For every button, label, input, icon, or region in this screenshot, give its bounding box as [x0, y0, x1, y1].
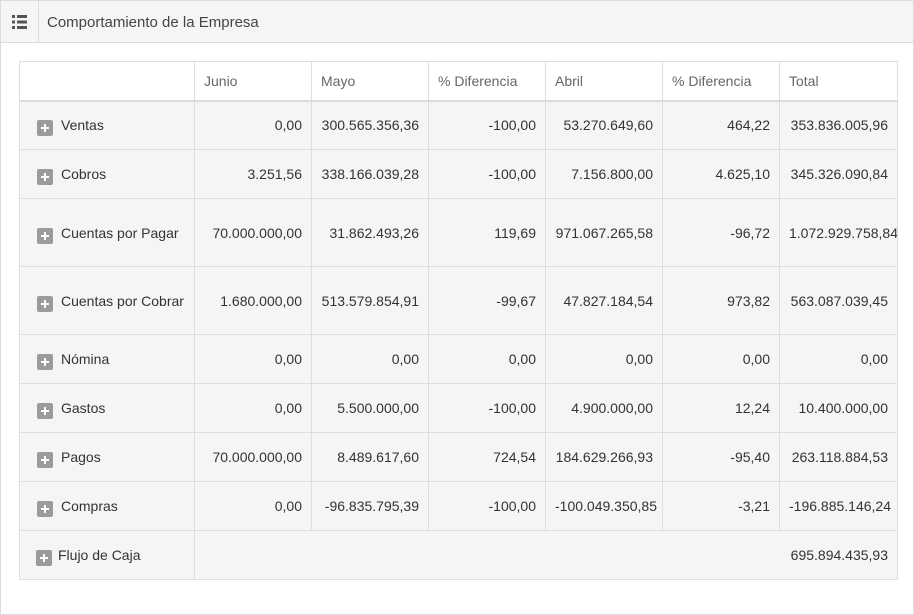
- cell: -100,00: [428, 149, 546, 199]
- cell: -100,00: [428, 481, 546, 531]
- column-header-blank: [19, 61, 195, 102]
- cell: 0,00: [194, 383, 312, 433]
- cell: 973,82: [662, 266, 780, 335]
- cell: 1.680.000,00: [194, 266, 312, 335]
- table-row: Gastos 0,00 5.500.000,00 -100,00 4.900.0…: [19, 383, 898, 433]
- cell: 464,22: [662, 100, 780, 150]
- row-label-text: Gastos: [61, 400, 106, 416]
- cell: 300.565.356,36: [311, 100, 429, 150]
- cell: 31.862.493,26: [311, 198, 429, 267]
- total-value: 695.894.435,93: [194, 530, 898, 580]
- cell: 563.087.039,45: [779, 266, 898, 335]
- table-row: Ventas 0,00 300.565.356,36 -100,00 53.27…: [19, 100, 898, 150]
- row-label: Cobros: [19, 149, 195, 199]
- column-header-total[interactable]: Total: [779, 61, 898, 102]
- cell: -100,00: [428, 100, 546, 150]
- cell: 724,54: [428, 432, 546, 482]
- cell: 353.836.005,96: [779, 100, 898, 150]
- column-header-junio[interactable]: Junio: [194, 61, 312, 102]
- cell: 0,00: [545, 334, 663, 384]
- column-header-mayo[interactable]: Mayo: [311, 61, 429, 102]
- cell: 263.118.884,53: [779, 432, 898, 482]
- expand-icon[interactable]: [37, 403, 53, 419]
- cell: 4.625,10: [662, 149, 780, 199]
- cell: 1.072.929.758,84: [779, 198, 898, 267]
- cell: 70.000.000,00: [194, 198, 312, 267]
- table-row: Pagos 70.000.000,00 8.489.617,60 724,54 …: [19, 432, 898, 482]
- row-label-text: Pagos: [61, 449, 101, 465]
- total-row: Flujo de Caja 695.894.435,93: [19, 530, 898, 580]
- row-label: Compras: [19, 481, 195, 531]
- cell: -196.885.146,24: [779, 481, 898, 531]
- table-row: Cuentas por Cobrar 1.680.000,00 513.579.…: [19, 266, 898, 335]
- expand-icon[interactable]: [37, 452, 53, 468]
- cell: 338.166.039,28: [311, 149, 429, 199]
- cell: -3,21: [662, 481, 780, 531]
- cell: 7.156.800,00: [545, 149, 663, 199]
- cell: -96,72: [662, 198, 780, 267]
- table-row: Cuentas por Pagar 70.000.000,00 31.862.4…: [19, 198, 898, 267]
- panel-title: Comportamiento de la Empresa: [47, 14, 259, 31]
- cell: 0,00: [194, 334, 312, 384]
- expand-icon[interactable]: [37, 227, 53, 244]
- cell: -95,40: [662, 432, 780, 482]
- cell: 53.270.649,60: [545, 100, 663, 150]
- expand-icon[interactable]: [37, 295, 53, 312]
- expand-icon[interactable]: [37, 501, 53, 517]
- row-label: Cuentas por Pagar: [19, 198, 195, 267]
- expand-icon[interactable]: [36, 550, 52, 566]
- expand-icon[interactable]: [37, 354, 53, 370]
- row-label: Pagos: [19, 432, 195, 482]
- column-header-diferencia-2[interactable]: % Diferencia: [662, 61, 780, 102]
- pivot-table: Junio Mayo % Diferencia Abril % Diferenc…: [19, 61, 898, 580]
- expand-icon[interactable]: [37, 120, 53, 137]
- row-label-text: Cobros: [61, 166, 107, 182]
- cell: 70.000.000,00: [194, 432, 312, 482]
- row-label-text: Compras: [61, 498, 118, 514]
- table-row: Cobros 3.251,56 338.166.039,28 -100,00 7…: [19, 149, 898, 199]
- cell: 0,00: [428, 334, 546, 384]
- cell: -100.049.350,85: [545, 481, 663, 531]
- cell: -99,67: [428, 266, 546, 335]
- row-label: Gastos: [19, 383, 195, 433]
- cell: 5.500.000,00: [311, 383, 429, 433]
- cell: 3.251,56: [194, 149, 312, 199]
- table-row: Compras 0,00 -96.835.795,39 -100,00 -100…: [19, 481, 898, 531]
- row-label: Ventas: [19, 100, 195, 150]
- total-label-text: Flujo de Caja: [58, 547, 141, 563]
- list-icon: [12, 14, 27, 29]
- column-header-abril[interactable]: Abril: [545, 61, 663, 102]
- cell: 971.067.265,58: [545, 198, 663, 267]
- cell: 47.827.184,54: [545, 266, 663, 335]
- column-header-diferencia-1[interactable]: % Diferencia: [428, 61, 546, 102]
- cell: 4.900.000,00: [545, 383, 663, 433]
- row-label-text: Nómina: [61, 351, 110, 367]
- total-label: Flujo de Caja: [19, 530, 195, 580]
- cell: -96.835.795,39: [311, 481, 429, 531]
- table-row: Nómina 0,00 0,00 0,00 0,00 0,00 0,00: [19, 334, 898, 384]
- cell: 10.400.000,00: [779, 383, 898, 433]
- row-label-text: Cuentas por Cobrar: [61, 292, 184, 309]
- cell: 0,00: [662, 334, 780, 384]
- cell: 345.326.090,84: [779, 149, 898, 199]
- cell: 12,24: [662, 383, 780, 433]
- cell: -100,00: [428, 383, 546, 433]
- panel-header: Comportamiento de la Empresa: [1, 1, 913, 43]
- row-label-text: Ventas: [61, 117, 104, 134]
- cell: 0,00: [194, 100, 312, 150]
- cell: 119,69: [428, 198, 546, 267]
- cell: 8.489.617,60: [311, 432, 429, 482]
- cell: 0,00: [311, 334, 429, 384]
- cell: 513.579.854,91: [311, 266, 429, 335]
- row-label: Nómina: [19, 334, 195, 384]
- row-label: Cuentas por Cobrar: [19, 266, 195, 335]
- row-label-text: Cuentas por Pagar: [61, 224, 179, 241]
- cell: 184.629.266,93: [545, 432, 663, 482]
- cell: 0,00: [779, 334, 898, 384]
- expand-icon[interactable]: [37, 169, 53, 185]
- cell: 0,00: [194, 481, 312, 531]
- header-row: Junio Mayo % Diferencia Abril % Diferenc…: [19, 61, 898, 102]
- menu-button[interactable]: [1, 1, 39, 42]
